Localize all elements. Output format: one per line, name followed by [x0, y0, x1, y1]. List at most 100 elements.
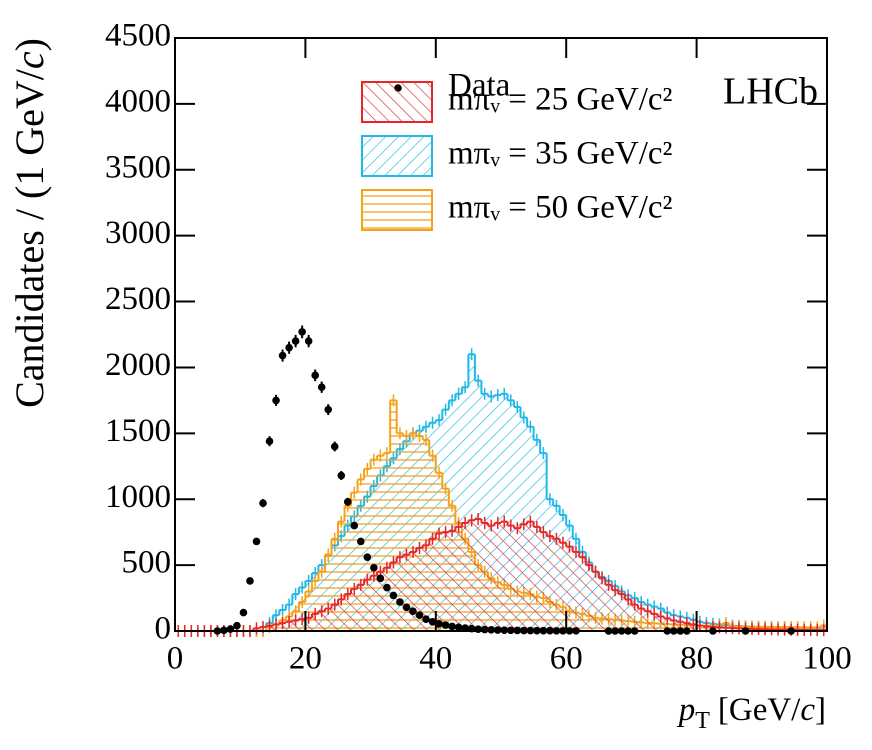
- data-point: [383, 583, 391, 592]
- data-point: [376, 574, 385, 583]
- histogram-bin: [403, 554, 410, 631]
- plot-frame: [174, 37, 828, 632]
- y-tick-label: 3500: [105, 149, 171, 185]
- histogram-bin: [501, 393, 508, 631]
- x-label-close: ]: [815, 692, 826, 728]
- histogram-bin: [507, 400, 515, 631]
- histogram-bin: [546, 536, 554, 631]
- legend-label: mπᵥ = 50 GeV/c²: [448, 190, 673, 226]
- histogram-bin: [311, 580, 319, 631]
- data-point: [239, 608, 248, 617]
- data-point: [252, 537, 261, 546]
- histogram-bin: [370, 459, 378, 631]
- histogram-bin: [344, 505, 352, 631]
- data-point: [363, 553, 372, 562]
- data-point: [330, 442, 339, 451]
- histogram-bin: [481, 393, 488, 631]
- data-point: [311, 371, 319, 380]
- histogram-bin: [324, 554, 332, 631]
- histogram-bin: [481, 522, 488, 631]
- x-tick-label: 80: [680, 641, 713, 677]
- histogram-bin: [527, 521, 534, 631]
- data-point: [402, 603, 411, 612]
- histogram-bin: [318, 571, 325, 631]
- data-point: [304, 337, 313, 345]
- histogram-bin: [416, 435, 423, 631]
- histogram-bin: [461, 387, 469, 631]
- y-tick-label: 4500: [105, 18, 171, 54]
- x-tick-label: 100: [802, 641, 852, 677]
- histogram-bin: [409, 551, 417, 631]
- histogram-bin: [520, 524, 528, 631]
- histogram-bin: [540, 532, 547, 631]
- data-point: [389, 591, 398, 600]
- histogram-bin: [494, 395, 501, 631]
- histogram-bin: [605, 584, 612, 631]
- x-tick-label: 0: [167, 641, 184, 677]
- legend-swatch: [361, 135, 433, 177]
- data-point: [454, 623, 463, 632]
- histogram-bin: [566, 546, 573, 631]
- data-point: [350, 521, 359, 530]
- histogram-bin: [487, 525, 495, 631]
- data-point: [233, 621, 241, 630]
- histogram-bin: [442, 532, 449, 631]
- data-point: [435, 619, 443, 628]
- data-point: [298, 328, 306, 336]
- histogram-bin: [461, 522, 469, 631]
- histogram-bin: [553, 538, 560, 631]
- experiment-label: LHCb: [723, 71, 818, 113]
- y-label-close: ): [7, 38, 52, 51]
- histogram-bin: [357, 584, 365, 631]
- histogram-bin: [370, 575, 378, 631]
- data-point: [415, 611, 424, 619]
- histogram-bin: [383, 567, 391, 631]
- y-tick-label: 500: [122, 545, 172, 581]
- y-tick-label: 1500: [105, 413, 171, 449]
- histogram-bin: [611, 590, 619, 631]
- y-axis-label: Candidates / (1 GeV/c): [7, 38, 52, 408]
- histogram-bin: [435, 533, 443, 631]
- histogram-bin: [631, 604, 638, 631]
- histogram-bin: [324, 608, 332, 631]
- histogram-bin: [331, 604, 338, 631]
- histogram-bin: [494, 522, 501, 631]
- histogram-bin: [592, 571, 599, 631]
- data-point: [272, 396, 280, 405]
- histogram-bin: [455, 526, 462, 631]
- histogram-bin: [624, 599, 632, 631]
- data-point: [291, 337, 300, 345]
- x-label-symbol: p: [677, 692, 696, 728]
- histogram-bin: [448, 530, 456, 631]
- histogram-bin: [416, 547, 423, 631]
- data-point: [265, 437, 274, 446]
- histogram-bin: [338, 599, 345, 631]
- histogram-bin: [455, 393, 462, 631]
- data-point: [278, 351, 287, 360]
- y-tick-label: 4000: [105, 83, 171, 119]
- data-point: [357, 537, 365, 546]
- histogram-bin: [305, 617, 312, 631]
- x-axis-label: pT [GeV/c]: [677, 692, 826, 734]
- data-point: [343, 498, 352, 506]
- data-point: [428, 617, 437, 626]
- legend-swatch: [361, 81, 433, 123]
- histogram-bin: [305, 591, 312, 631]
- histogram-bin: [396, 433, 404, 631]
- x-tick-label: 20: [289, 641, 322, 677]
- histogram-bin: [579, 557, 586, 631]
- histogram-bin: [559, 542, 567, 631]
- data-point: [487, 626, 496, 634]
- data-point: [480, 625, 489, 634]
- data-point: [337, 471, 346, 480]
- legend-label: mπᵥ = 35 GeV/c²: [448, 136, 673, 172]
- data-point: [317, 383, 326, 392]
- histogram-bin: [364, 579, 371, 631]
- histogram-bin: [409, 433, 417, 631]
- histogram-bin: [585, 565, 593, 631]
- histogram-bin: [514, 528, 521, 631]
- legend-label: mπᵥ = 25 GeV/c²: [448, 82, 673, 118]
- histogram-bin: [311, 613, 319, 631]
- histogram-bin: [474, 518, 482, 631]
- histogram-bin: [403, 435, 410, 631]
